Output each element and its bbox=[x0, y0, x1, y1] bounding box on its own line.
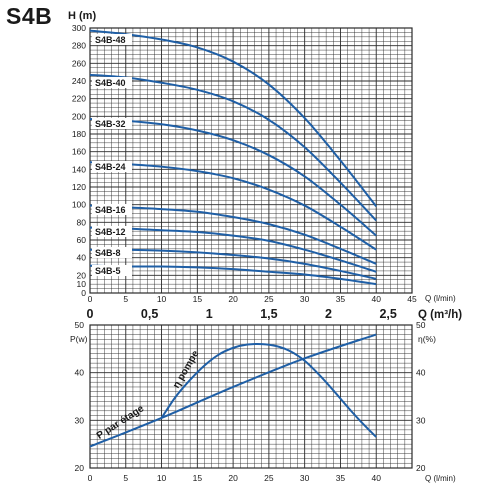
power-xtick-label: 20 bbox=[228, 473, 238, 483]
series-label-s4b-8: S4B-8 bbox=[95, 248, 121, 258]
head-ytick-label: 120 bbox=[72, 182, 86, 192]
head-ytick-label: 240 bbox=[72, 76, 86, 86]
head-ytick-label: 20 bbox=[77, 270, 87, 280]
head-x2tick-label: 1,5 bbox=[260, 307, 277, 321]
eta-ytick-label: 30 bbox=[416, 415, 426, 425]
power-efficiency-curves bbox=[89, 333, 377, 448]
head-ytick-label: 280 bbox=[72, 41, 86, 51]
head-xtick-label: 40 bbox=[371, 294, 381, 304]
head-ytick-label: 10 bbox=[77, 279, 87, 289]
series-label-bg bbox=[92, 265, 132, 276]
head-ytick-label: 260 bbox=[72, 58, 86, 68]
series-label-bg bbox=[92, 34, 132, 45]
series-label-s4b-12: S4B-12 bbox=[95, 227, 126, 237]
power-xtick-label: 5 bbox=[123, 473, 128, 483]
power-xlabel: Q (l/min) bbox=[425, 474, 456, 483]
head-ytick-label: 180 bbox=[72, 129, 86, 139]
head-curves bbox=[89, 29, 378, 286]
series-label-bg bbox=[92, 204, 132, 215]
head-ytick-label: 0 bbox=[81, 288, 86, 298]
head-ytick-label: 100 bbox=[72, 200, 86, 210]
head-x2tick-label: 2,5 bbox=[379, 307, 396, 321]
head-ytick-label: 160 bbox=[72, 147, 86, 157]
power-xtick-label: 40 bbox=[371, 473, 381, 483]
head-ytick-label: 200 bbox=[72, 111, 86, 121]
power-per-stage-curve bbox=[89, 333, 377, 448]
eta-ytick-label: 20 bbox=[416, 463, 426, 473]
power-ytick-label: 50 bbox=[75, 320, 85, 330]
head-curve-s4b-12 bbox=[89, 226, 377, 273]
power-ytick-label: 40 bbox=[75, 368, 85, 378]
head-ytick-label: 80 bbox=[77, 217, 87, 227]
head-curve-s4b-32 bbox=[89, 117, 377, 237]
head-curve-s4b-16 bbox=[89, 204, 377, 265]
head-xtick-label: 0 bbox=[88, 294, 93, 304]
head-ytick-label: 60 bbox=[77, 235, 87, 245]
chart-labels: 0102040608010012014016018020022024026028… bbox=[68, 10, 462, 483]
power-xtick-label: 15 bbox=[193, 473, 203, 483]
head-x2label: Q (m³/h) bbox=[418, 309, 462, 321]
power-xtick-label: 10 bbox=[157, 473, 167, 483]
eta-ytick-label: 50 bbox=[416, 320, 426, 330]
head-curve-s4b-8 bbox=[89, 248, 377, 280]
head-xtick-label: 15 bbox=[193, 294, 203, 304]
power-per-stage-label: P par étage bbox=[95, 403, 146, 442]
series-label-s4b-24: S4B-24 bbox=[95, 162, 126, 172]
series-label-bg bbox=[92, 77, 132, 88]
head-chart-grid bbox=[89, 27, 413, 294]
power-xtick-label: 30 bbox=[300, 473, 310, 483]
head-xtick-label: 20 bbox=[228, 294, 238, 304]
head-curve-s4b-48 bbox=[89, 29, 378, 208]
series-label-bg bbox=[92, 118, 132, 129]
series-label-s4b-48: S4B-48 bbox=[95, 35, 126, 45]
series-label-s4b-5: S4B-5 bbox=[95, 266, 121, 276]
head-ytick-label: 220 bbox=[72, 94, 86, 104]
head-x2tick-label: 0 bbox=[87, 307, 94, 321]
head-x2tick-label: 1 bbox=[206, 307, 213, 321]
head-xtick-label: 5 bbox=[123, 294, 128, 304]
head-curve-s4b-24 bbox=[89, 161, 377, 251]
power-xtick-label: 35 bbox=[336, 473, 346, 483]
head-xtick-label: 10 bbox=[157, 294, 167, 304]
power-xtick-label: 0 bbox=[88, 473, 93, 483]
head-ylabel: H (m) bbox=[68, 10, 96, 22]
power-plot-frame bbox=[89, 324, 413, 469]
head-ytick-label: 140 bbox=[72, 164, 86, 174]
power-ytick-label: 30 bbox=[75, 415, 85, 425]
power-ylabel: P(w) bbox=[70, 334, 88, 344]
head-ytick-label: 300 bbox=[72, 23, 86, 33]
head-x2tick-label: 2 bbox=[325, 307, 332, 321]
series-label-s4b-16: S4B-16 bbox=[95, 205, 126, 215]
series-label-bg bbox=[92, 161, 132, 172]
head-curve-s4b-40 bbox=[89, 73, 377, 222]
head-plot-frame bbox=[89, 27, 413, 294]
head-xtick-label: 35 bbox=[336, 294, 346, 304]
pump-efficiency-curve bbox=[160, 342, 377, 438]
head-ytick-label: 40 bbox=[77, 253, 87, 263]
eta-ytick-label: 40 bbox=[416, 368, 426, 378]
head-xtick-label: 25 bbox=[264, 294, 274, 304]
power-xtick-label: 25 bbox=[264, 473, 274, 483]
series-label-bg bbox=[92, 247, 132, 258]
head-curve-s4b-5 bbox=[89, 264, 377, 286]
series-label-s4b-32: S4B-32 bbox=[95, 119, 126, 129]
power-ytick-label: 20 bbox=[75, 463, 85, 473]
power-chart-grid bbox=[89, 324, 413, 469]
eta-ylabel: η(%) bbox=[418, 334, 436, 344]
head-xlabel: Q (l/min) bbox=[425, 294, 456, 303]
series-label-bg bbox=[92, 226, 132, 237]
series-label-s4b-40: S4B-40 bbox=[95, 78, 126, 88]
head-xtick-label: 45 bbox=[407, 294, 417, 304]
head-x2tick-label: 0,5 bbox=[141, 307, 158, 321]
head-xtick-label: 30 bbox=[300, 294, 310, 304]
model-title: S4B bbox=[6, 3, 53, 29]
